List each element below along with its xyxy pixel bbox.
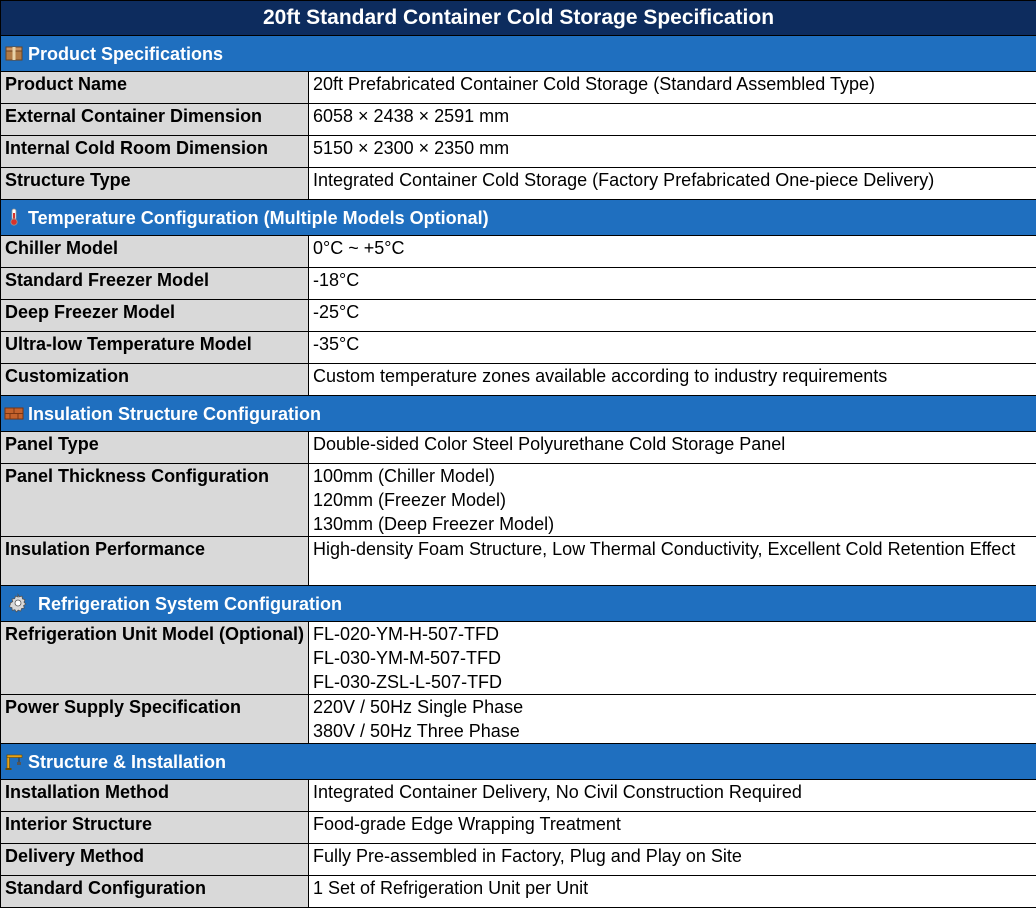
value-line: 100mm (Chiller Model) — [313, 466, 496, 486]
section-header-temperature: Temperature Configuration (Multiple Mode… — [0, 199, 1036, 236]
value-line: FL-030-ZSL-L-507-TFD — [313, 672, 503, 692]
section-title: Refrigeration System Configuration — [38, 593, 343, 614]
row-label: Chiller Model — [0, 235, 309, 268]
row-label: Panel Type — [0, 431, 309, 464]
table-row: Ultra-low Temperature Model -35°C — [0, 331, 1036, 364]
section-header-row: Structure & Installation — [0, 743, 1036, 780]
row-value: High-density Foam Structure, Low Thermal… — [307, 536, 1036, 586]
table-row: Panel Type Double-sided Color Steel Poly… — [0, 431, 1036, 464]
row-label: Standard Freezer Model — [0, 267, 309, 300]
row-label: Panel Thickness Configuration — [0, 463, 309, 537]
row-value: 100mm (Chiller Model) 120mm (Freezer Mod… — [307, 463, 1036, 537]
bricks-icon — [4, 403, 24, 423]
row-value: Double-sided Color Steel Polyurethane Co… — [307, 431, 1036, 464]
section-header-installation: Structure & Installation — [0, 743, 1036, 780]
row-value: Fully Pre-assembled in Factory, Plug and… — [307, 843, 1036, 876]
row-value: Integrated Container Cold Storage (Facto… — [307, 167, 1036, 200]
row-value: -25°C — [307, 299, 1036, 332]
row-value: Food-grade Edge Wrapping Treatment — [307, 811, 1036, 844]
row-label: Insulation Performance — [0, 536, 309, 586]
table-row: Deep Freezer Model -25°C — [0, 299, 1036, 332]
row-label: External Container Dimension — [0, 103, 309, 136]
table-row: Internal Cold Room Dimension 5150 × 2300… — [0, 135, 1036, 168]
section-header-row: Temperature Configuration (Multiple Mode… — [0, 199, 1036, 236]
row-value: 220V / 50Hz Single Phase 380V / 50Hz Thr… — [307, 694, 1036, 744]
row-value: 5150 × 2300 × 2350 mm — [307, 135, 1036, 168]
value-line: 380V / 50Hz Three Phase — [313, 721, 520, 741]
row-value: -35°C — [307, 331, 1036, 364]
row-label: Internal Cold Room Dimension — [0, 135, 309, 168]
section-title: Product Specifications — [28, 43, 224, 64]
row-value: 20ft Prefabricated Container Cold Storag… — [307, 71, 1036, 104]
section-title: Structure & Installation — [28, 751, 227, 772]
row-label: Power Supply Specification — [0, 694, 309, 744]
section-header-refrigeration: Refrigeration System Configuration — [0, 585, 1036, 622]
package-icon — [4, 43, 24, 63]
title-row: 20ft Standard Container Cold Storage Spe… — [0, 0, 1036, 36]
row-value: 1 Set of Refrigeration Unit per Unit — [307, 875, 1036, 908]
table-row: Standard Configuration 1 Set of Refriger… — [0, 875, 1036, 908]
row-value: -18°C — [307, 267, 1036, 300]
section-title: Temperature Configuration (Multiple Mode… — [28, 207, 489, 228]
row-label: Product Name — [0, 71, 309, 104]
value-line: 130mm (Deep Freezer Model) — [313, 514, 555, 534]
row-value: Integrated Container Delivery, No Civil … — [307, 779, 1036, 812]
row-label: Interior Structure — [0, 811, 309, 844]
section-header-row: Refrigeration System Configuration — [0, 585, 1036, 622]
row-value: FL-020-YM-H-507-TFD FL-030-YM-M-507-TFD … — [307, 621, 1036, 695]
value-line: 120mm (Freezer Model) — [313, 490, 507, 510]
gear-icon — [8, 592, 28, 613]
section-header-product: Product Specifications — [0, 35, 1036, 72]
row-label: Delivery Method — [0, 843, 309, 876]
row-label: Deep Freezer Model — [0, 299, 309, 332]
table-row: Power Supply Specification 220V / 50Hz S… — [0, 694, 1036, 744]
row-label: Ultra-low Temperature Model — [0, 331, 309, 364]
thermometer-icon — [4, 207, 24, 227]
table-row: Interior Structure Food-grade Edge Wrapp… — [0, 811, 1036, 844]
row-label: Customization — [0, 363, 309, 396]
row-label: Refrigeration Unit Model (Optional) — [0, 621, 309, 695]
table-row: Product Name 20ft Prefabricated Containe… — [0, 71, 1036, 104]
table-row: Refrigeration Unit Model (Optional) FL-0… — [0, 621, 1036, 695]
table-row: Customization Custom temperature zones a… — [0, 363, 1036, 396]
section-header-row: Product Specifications — [0, 35, 1036, 72]
table-row: Structure Type Integrated Container Cold… — [0, 167, 1036, 200]
row-value: 0°C ~ +5°C — [307, 235, 1036, 268]
row-label: Standard Configuration — [0, 875, 309, 908]
page-title: 20ft Standard Container Cold Storage Spe… — [0, 0, 1036, 36]
value-line: 220V / 50Hz Single Phase — [313, 697, 524, 717]
row-value: 6058 × 2438 × 2591 mm — [307, 103, 1036, 136]
row-value: Custom temperature zones available accor… — [307, 363, 1036, 396]
table-row: Delivery Method Fully Pre-assembled in F… — [0, 843, 1036, 876]
value-line: FL-020-YM-H-507-TFD — [313, 624, 500, 644]
value-line: FL-030-YM-M-507-TFD — [313, 648, 502, 668]
section-header-insulation: Insulation Structure Configuration — [0, 395, 1036, 432]
section-title: Insulation Structure Configuration — [28, 403, 321, 424]
row-label: Structure Type — [0, 167, 309, 200]
table-row: Chiller Model 0°C ~ +5°C — [0, 235, 1036, 268]
section-header-row: Insulation Structure Configuration — [0, 395, 1036, 432]
table-row: External Container Dimension 6058 × 2438… — [0, 103, 1036, 136]
table-row: Standard Freezer Model -18°C — [0, 267, 1036, 300]
row-label: Installation Method — [0, 779, 309, 812]
table-row: Insulation Performance High-density Foam… — [0, 536, 1036, 586]
table-row: Panel Thickness Configuration 100mm (Chi… — [0, 463, 1036, 537]
crane-icon — [4, 751, 24, 771]
table-row: Installation Method Integrated Container… — [0, 779, 1036, 812]
